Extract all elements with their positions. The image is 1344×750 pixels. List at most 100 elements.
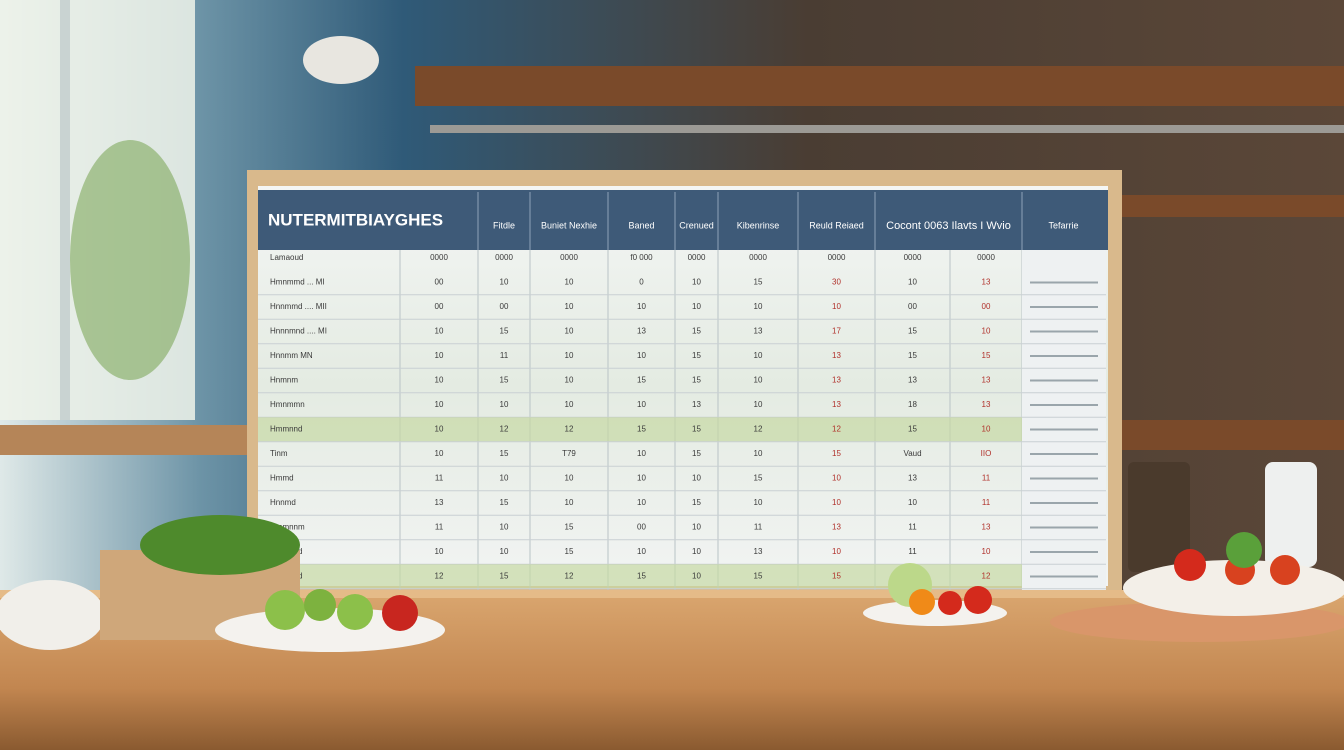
cell-value: 10: [832, 302, 841, 311]
cell-value: 15: [754, 474, 763, 483]
cell-value: 10: [565, 376, 574, 385]
tomato: [1174, 549, 1206, 581]
cell-value: 10: [435, 327, 444, 336]
cell-value: 12: [754, 425, 763, 434]
rail: [430, 125, 1344, 133]
row-label: Hmmnnd: [270, 425, 302, 434]
cell-value: 10: [565, 498, 574, 507]
cell-value: 10: [637, 547, 646, 556]
column-header: Cocont 0063 Ilavts I Wvio: [886, 220, 1011, 232]
shelf: [1120, 195, 1344, 217]
side-counter: [0, 425, 250, 455]
cell-value: T79: [562, 449, 576, 458]
cell-value: 10: [435, 547, 444, 556]
cell-value: 11: [500, 351, 509, 360]
plant: [70, 140, 190, 380]
cell-value: 10: [637, 474, 646, 483]
cell-value: 15: [692, 449, 701, 458]
board-header: [258, 190, 1108, 250]
cell-value: 15: [908, 425, 917, 434]
cell-value: 15: [500, 376, 509, 385]
cell-value: 13: [982, 400, 991, 409]
cell-value: 10: [982, 425, 991, 434]
column-header: Crenued: [679, 220, 714, 230]
cell-value: 10: [637, 498, 646, 507]
cell-value: 0000: [430, 253, 448, 262]
shelf: [415, 66, 1344, 106]
column-header: Buniet Nexhie: [541, 220, 597, 230]
cell-value: 13: [832, 376, 841, 385]
cell-value: 10: [908, 498, 917, 507]
cell-value: IIO: [981, 449, 992, 458]
cell-value: 10: [565, 327, 574, 336]
row-label: Hmmd: [270, 474, 294, 483]
column-header: Reuld Reiaed: [809, 220, 864, 230]
column-header: Tefarrie: [1048, 220, 1078, 230]
bottle: [1265, 462, 1317, 567]
cell-value: 15: [565, 547, 574, 556]
cell-value: 15: [500, 498, 509, 507]
cell-value: 13: [832, 351, 841, 360]
lettuce: [140, 515, 300, 575]
cell-value: 00: [637, 523, 646, 532]
cell-value: 11: [435, 474, 444, 483]
cell-value: 13: [435, 498, 444, 507]
cell-value: 0000: [977, 253, 995, 262]
cell-value: 10: [637, 400, 646, 409]
tomato: [382, 595, 418, 631]
cell-value: 10: [832, 498, 841, 507]
cell-value: 15: [692, 327, 701, 336]
cell-value: 15: [565, 523, 574, 532]
cell-value: 0000: [828, 253, 846, 262]
cell-value: 15: [754, 278, 763, 287]
cell-value: 10: [435, 351, 444, 360]
column-header: Fitdle: [493, 220, 515, 230]
cell-value: 11: [982, 474, 991, 483]
cell-value: 10: [754, 400, 763, 409]
window-frame: [60, 0, 70, 420]
cell-value: 13: [982, 376, 991, 385]
cell-value: 13: [982, 278, 991, 287]
cell-value: 12: [435, 572, 444, 581]
cell-value: 15: [692, 498, 701, 507]
cell-value: 17: [832, 327, 841, 336]
cell-value: 00: [435, 302, 444, 311]
counter-edge: [0, 590, 1344, 598]
cell-value: 13: [908, 474, 917, 483]
row-label: Hnnmm MN: [270, 351, 313, 360]
cell-value: 10: [832, 547, 841, 556]
cell-value: 10: [982, 547, 991, 556]
board-title: NUTERMITBIAYGHES: [268, 210, 443, 229]
cell-value: 10: [832, 474, 841, 483]
cell-value: 15: [637, 425, 646, 434]
cell-value: 10: [565, 302, 574, 311]
cell-value: 15: [692, 376, 701, 385]
tomato: [1270, 555, 1300, 585]
cell-value: 10: [692, 278, 701, 287]
cell-value: 10: [692, 474, 701, 483]
cell-value: 10: [500, 278, 509, 287]
cell-value: 13: [982, 523, 991, 532]
cell-value: 15: [637, 376, 646, 385]
column-header: Kibenrinse: [737, 220, 780, 230]
cell-value: 00: [500, 302, 509, 311]
cell-value: 10: [435, 376, 444, 385]
row-label: Tinm: [270, 449, 288, 458]
cell-value: 12: [832, 425, 841, 434]
cell-value: 13: [754, 327, 763, 336]
cell-value: 10: [754, 498, 763, 507]
cell-value: 11: [435, 523, 444, 532]
row-highlight: [258, 417, 1022, 442]
cell-value: 13: [832, 523, 841, 532]
cell-value: 10: [500, 523, 509, 532]
grape: [265, 590, 305, 630]
cell-value: f0 000: [630, 253, 653, 262]
cell-value: 10: [692, 302, 701, 311]
cell-value: 13: [754, 547, 763, 556]
cell-value: 11: [754, 523, 763, 532]
cell-value: 0000: [560, 253, 578, 262]
cell-value: 00: [908, 302, 917, 311]
cell-value: 10: [500, 547, 509, 556]
cell-value: 18: [908, 400, 917, 409]
bowl: [0, 580, 105, 650]
